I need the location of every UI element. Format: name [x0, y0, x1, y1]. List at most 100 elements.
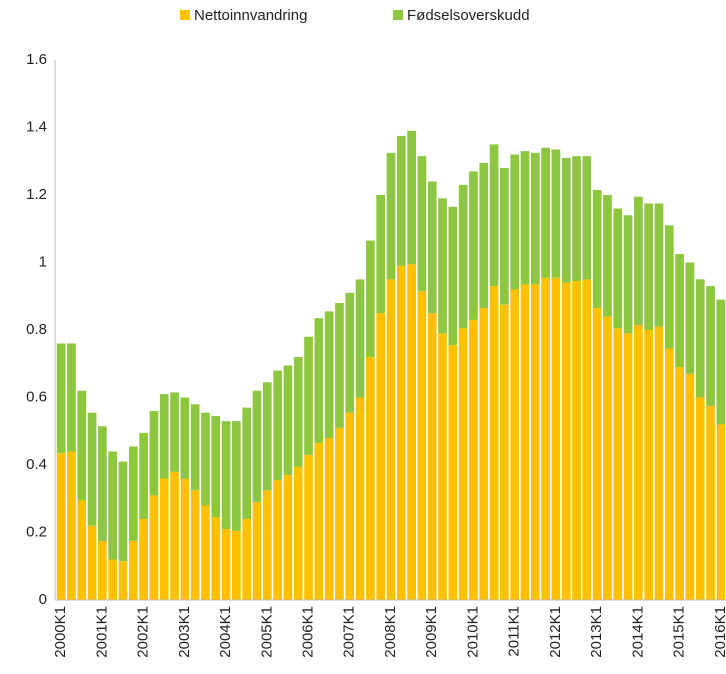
bar-segment — [170, 471, 179, 600]
bar-segment — [458, 328, 468, 600]
bar-segment — [592, 308, 602, 600]
bar-segment — [170, 392, 179, 472]
bar-segment — [685, 373, 695, 600]
y-tick-label: 0.4 — [26, 456, 47, 473]
bar-segment — [221, 529, 231, 600]
bar-segment — [77, 500, 87, 600]
bar-segment — [489, 286, 499, 600]
bar-segment — [603, 316, 612, 600]
bar-segment — [572, 281, 581, 600]
x-tick-label: 2009K1 — [423, 606, 440, 658]
bar-segment — [572, 156, 581, 282]
bar-segment — [262, 490, 272, 600]
bar-segment — [520, 151, 530, 285]
y-tick-label: 0.6 — [26, 388, 47, 405]
bar-segment — [128, 540, 138, 600]
bar-segment — [335, 303, 344, 428]
x-tick-label: 2001K1 — [93, 606, 110, 658]
bar-segment — [56, 343, 66, 454]
bar-segment — [510, 154, 520, 290]
bar-segment — [252, 502, 262, 600]
bar-segment — [67, 343, 76, 452]
bar-segment — [293, 357, 303, 467]
bar-segment — [67, 451, 76, 600]
bar-segment — [716, 299, 726, 425]
bar-segment — [366, 357, 375, 600]
bar-segment — [561, 282, 571, 600]
bar-segment — [304, 454, 313, 600]
y-tick-label: 1.2 — [26, 186, 47, 203]
bar-segment — [500, 168, 509, 305]
bar-segment — [706, 405, 715, 600]
bar-segment — [386, 279, 396, 600]
bar-segment — [262, 382, 272, 491]
legend-swatch — [393, 10, 403, 20]
bar-segment — [644, 330, 654, 600]
x-tick-label: 2012K1 — [547, 606, 564, 658]
x-tick-label: 2007K1 — [341, 606, 358, 658]
bar-segment — [582, 156, 592, 280]
bar-segment — [232, 421, 241, 531]
bar-segment — [345, 292, 355, 413]
y-tick-label: 1.4 — [26, 118, 47, 135]
bar-segment — [273, 480, 282, 600]
bar-segment — [314, 318, 324, 444]
bar-segment — [417, 291, 427, 600]
x-tick-label: 2015K1 — [671, 606, 688, 658]
bar-segment — [221, 421, 231, 530]
bar-segment — [324, 438, 334, 600]
bar-segment — [613, 328, 623, 600]
bar-segment — [355, 397, 365, 600]
x-tick-label: 2008K1 — [382, 606, 399, 658]
bar-segment — [448, 206, 458, 346]
bar-segment — [685, 262, 695, 374]
x-tick-label: 2014K1 — [629, 606, 646, 658]
bar-segment — [541, 277, 550, 600]
x-tick-label: 2006K1 — [300, 606, 317, 658]
bar-segment — [242, 407, 252, 519]
bar-segment — [159, 478, 169, 600]
bar-segment — [417, 156, 427, 292]
bar-segment — [396, 265, 406, 600]
bar-segment — [654, 326, 664, 600]
y-tick-label: 0 — [39, 591, 47, 608]
bar-segment — [551, 149, 561, 278]
y-tick-label: 1.6 — [26, 51, 47, 68]
bar-segment — [108, 559, 118, 600]
legend-label: Fødselsoverskudd — [407, 7, 530, 24]
bar-segment — [654, 203, 664, 327]
bar-segment — [190, 404, 200, 491]
bar-segment — [396, 135, 406, 266]
bar-segment — [108, 451, 118, 560]
x-tick-label: 2010K1 — [464, 606, 481, 658]
bar-segment — [211, 517, 221, 600]
bar-segment — [623, 333, 633, 600]
bar-segment — [139, 432, 148, 519]
bar-segment — [190, 490, 200, 600]
bar-segment — [283, 365, 293, 476]
bar-segment — [695, 397, 705, 600]
bar-segment — [139, 519, 148, 600]
x-tick-label: 2013K1 — [588, 606, 605, 658]
bar-segment — [530, 284, 540, 600]
bar-segment — [273, 370, 282, 481]
bar-segment — [438, 333, 447, 600]
bar-segment — [541, 147, 550, 278]
bar-segment — [87, 412, 97, 526]
bar-segment — [664, 225, 674, 349]
y-tick-label: 0.2 — [26, 523, 47, 540]
x-tick-label: 2011K1 — [506, 606, 523, 657]
bar-segment — [355, 279, 365, 398]
bar-segment — [500, 304, 509, 600]
bar-segment — [427, 181, 437, 314]
bar-segment — [118, 461, 128, 562]
bar-segment — [149, 411, 159, 496]
bar-segment — [634, 196, 643, 325]
bar-segment — [551, 277, 561, 600]
bar-segment — [469, 319, 478, 600]
bar-segment — [675, 367, 684, 600]
bar-segment — [695, 279, 705, 398]
bar-segment — [582, 279, 592, 600]
bar-segment — [448, 345, 458, 600]
